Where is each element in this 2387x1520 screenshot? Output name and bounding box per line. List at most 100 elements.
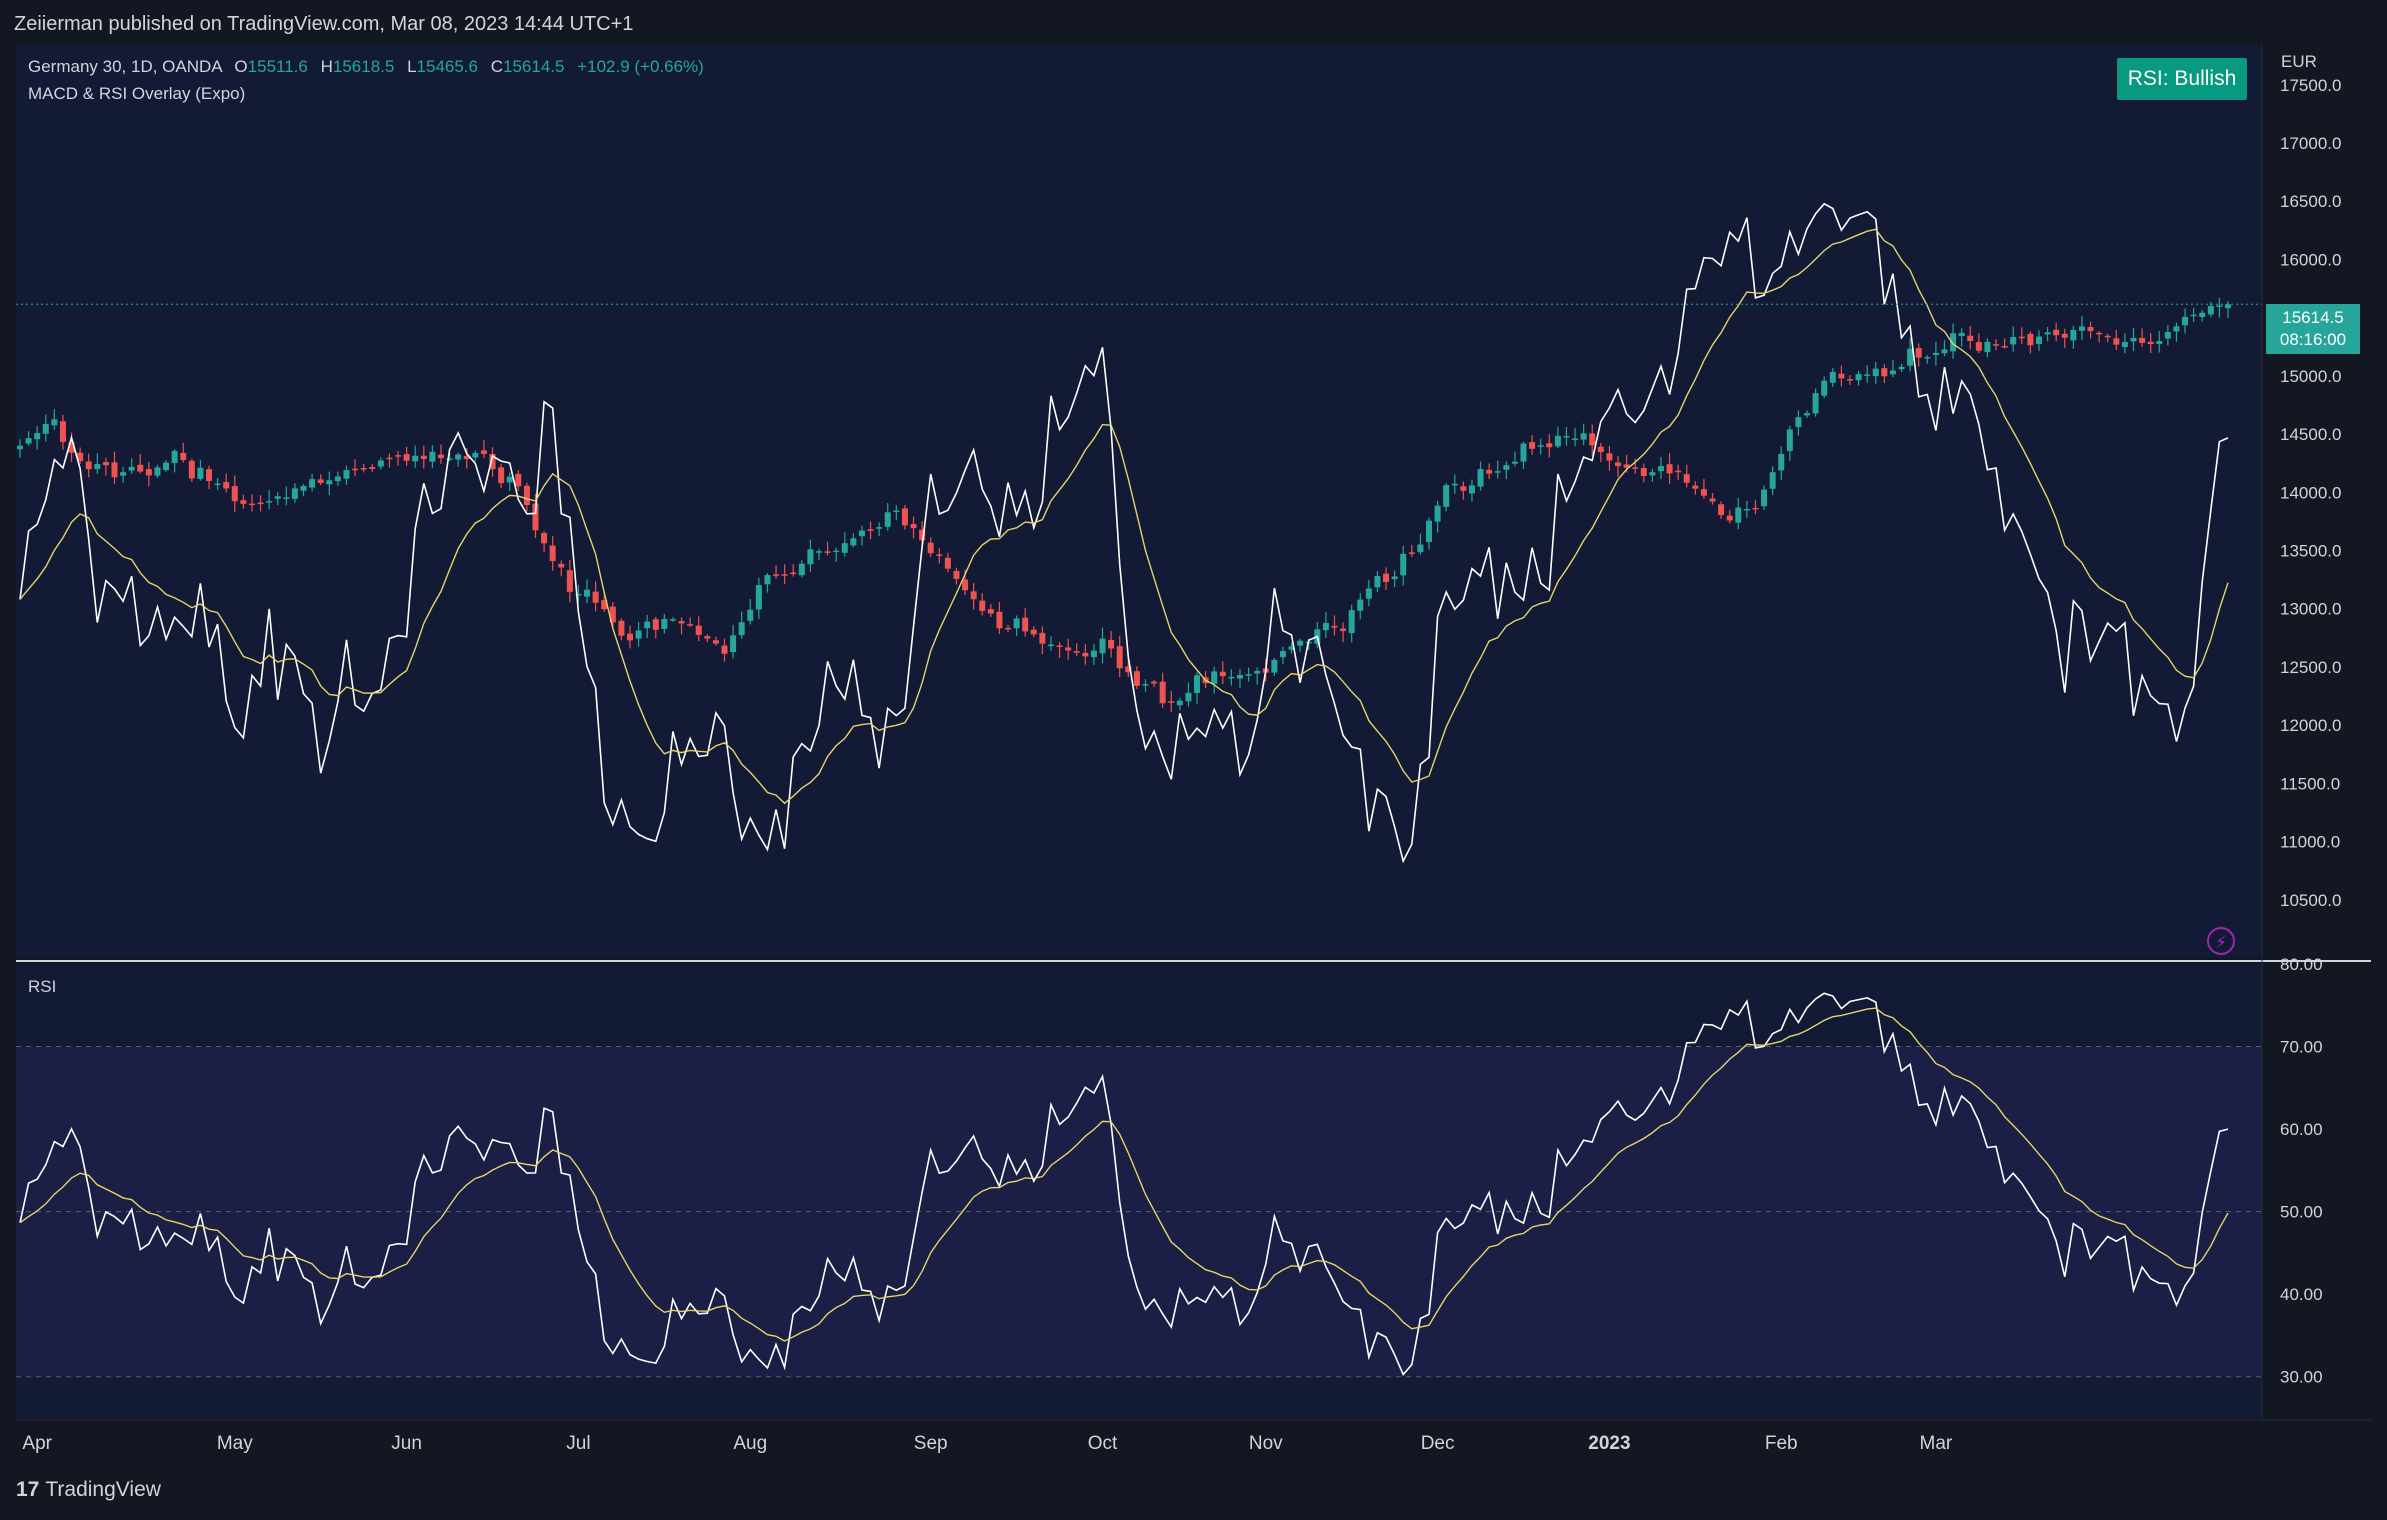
candle-body <box>102 462 109 466</box>
indicator-legend[interactable]: MACD & RSI Overlay (Expo) <box>28 84 246 103</box>
last-price-tag: 15614.5 08:16:00 <box>2266 304 2360 354</box>
footer-branding[interactable]: 17 TradingView <box>16 1478 161 1502</box>
candle-body <box>206 469 213 482</box>
candle-body <box>1022 617 1029 632</box>
candle-body <box>1692 485 1699 489</box>
candle-body <box>1090 650 1097 658</box>
candle-body <box>1125 666 1132 673</box>
candle-body <box>1219 671 1226 677</box>
candle-body <box>1099 638 1106 654</box>
candle-body <box>1898 366 1905 370</box>
rsi-tick-label: 50.00 <box>2280 1203 2323 1222</box>
candle-body <box>893 510 900 513</box>
open-label: O <box>234 57 248 76</box>
candle-body <box>1752 507 1759 510</box>
time-tick-label: May <box>217 1433 253 1454</box>
candle-body <box>575 593 582 596</box>
candle-body <box>833 550 840 553</box>
candle-body <box>1357 599 1364 611</box>
candle-body <box>455 454 462 460</box>
candle-body <box>180 452 187 461</box>
candle-body <box>1030 629 1037 635</box>
candle-body <box>626 633 633 641</box>
candle-body <box>223 482 230 489</box>
candle-body <box>541 532 548 544</box>
candle-body <box>1606 453 1613 461</box>
candle-body <box>1082 652 1089 657</box>
candle-body <box>1374 576 1381 588</box>
candle-body <box>472 452 479 458</box>
candle-body <box>566 570 573 592</box>
candle-body <box>1984 341 1991 353</box>
time-tick-label: Jul <box>566 1433 590 1454</box>
candle-body <box>1236 674 1243 679</box>
candle-body <box>1795 417 1802 428</box>
candle-body <box>1683 474 1690 483</box>
candle-body <box>1073 651 1080 653</box>
candle-body <box>1271 659 1278 673</box>
candle-body <box>876 527 883 529</box>
price-tick-label: 17500.0 <box>2280 76 2341 95</box>
rsi-tick-label: 70.00 <box>2280 1038 2323 1057</box>
candle-body <box>1735 507 1742 523</box>
candle-body <box>1322 623 1329 631</box>
candle-body <box>137 464 144 472</box>
candle-body <box>1279 651 1286 658</box>
candle-body <box>1331 625 1338 628</box>
candle-body <box>532 503 539 531</box>
candle-body <box>1769 472 1776 489</box>
candle-body <box>2027 333 2034 346</box>
candle-body <box>936 554 943 556</box>
candle-body <box>120 472 127 476</box>
candle-body <box>962 579 969 591</box>
candle-body <box>1245 674 1252 676</box>
candle-body <box>1726 515 1733 521</box>
candle-body <box>841 543 848 553</box>
time-tick-label: Jun <box>391 1433 422 1454</box>
candle-body <box>1657 466 1664 472</box>
publish-line: Zeiierman published on TradingView.com, … <box>14 13 634 35</box>
candle-body <box>1013 618 1020 629</box>
candle-body <box>1443 485 1450 507</box>
price-tick-label: 17000.0 <box>2280 134 2341 153</box>
candle-body <box>730 635 737 653</box>
lightning-icon[interactable]: ⚡ <box>2207 927 2235 955</box>
candle-body <box>798 563 805 576</box>
candle-body <box>1718 504 1725 516</box>
close-value: 15614.5 <box>503 57 565 76</box>
candle-body <box>94 464 101 469</box>
candle-body <box>1864 374 1871 376</box>
candle-body <box>738 622 745 636</box>
candle-body <box>1889 370 1896 375</box>
candle-body <box>128 466 135 471</box>
candle-body <box>867 529 874 531</box>
candle-body <box>764 575 771 585</box>
candle-body <box>446 458 453 460</box>
candle-body <box>1993 344 2000 346</box>
candle-body <box>68 442 75 453</box>
candle-body <box>1958 332 1965 337</box>
candle-body <box>197 467 204 479</box>
candle-body <box>2147 341 2154 345</box>
candle-body <box>1451 483 1458 486</box>
rsi-pane-label[interactable]: RSI <box>28 977 57 996</box>
rsi-tick-label: 80.00 <box>2280 955 2323 974</box>
candle-body <box>2121 341 2128 348</box>
low-label: L <box>407 57 417 76</box>
candle-body <box>85 461 92 470</box>
candle-body <box>601 600 608 610</box>
rsi-line <box>19 992 2229 1376</box>
candle-body <box>1761 489 1768 507</box>
candle-body <box>652 619 659 630</box>
candle-body <box>618 620 625 636</box>
candle-body <box>1597 446 1604 452</box>
candle-body <box>429 451 436 462</box>
low-value: 15465.6 <box>416 57 478 76</box>
time-tick-label: Apr <box>22 1433 52 1454</box>
candle-body <box>1391 576 1398 580</box>
candle-body <box>2164 332 2171 339</box>
candle-body <box>412 455 419 462</box>
candle-body <box>2070 329 2077 341</box>
candle-body <box>815 551 823 553</box>
